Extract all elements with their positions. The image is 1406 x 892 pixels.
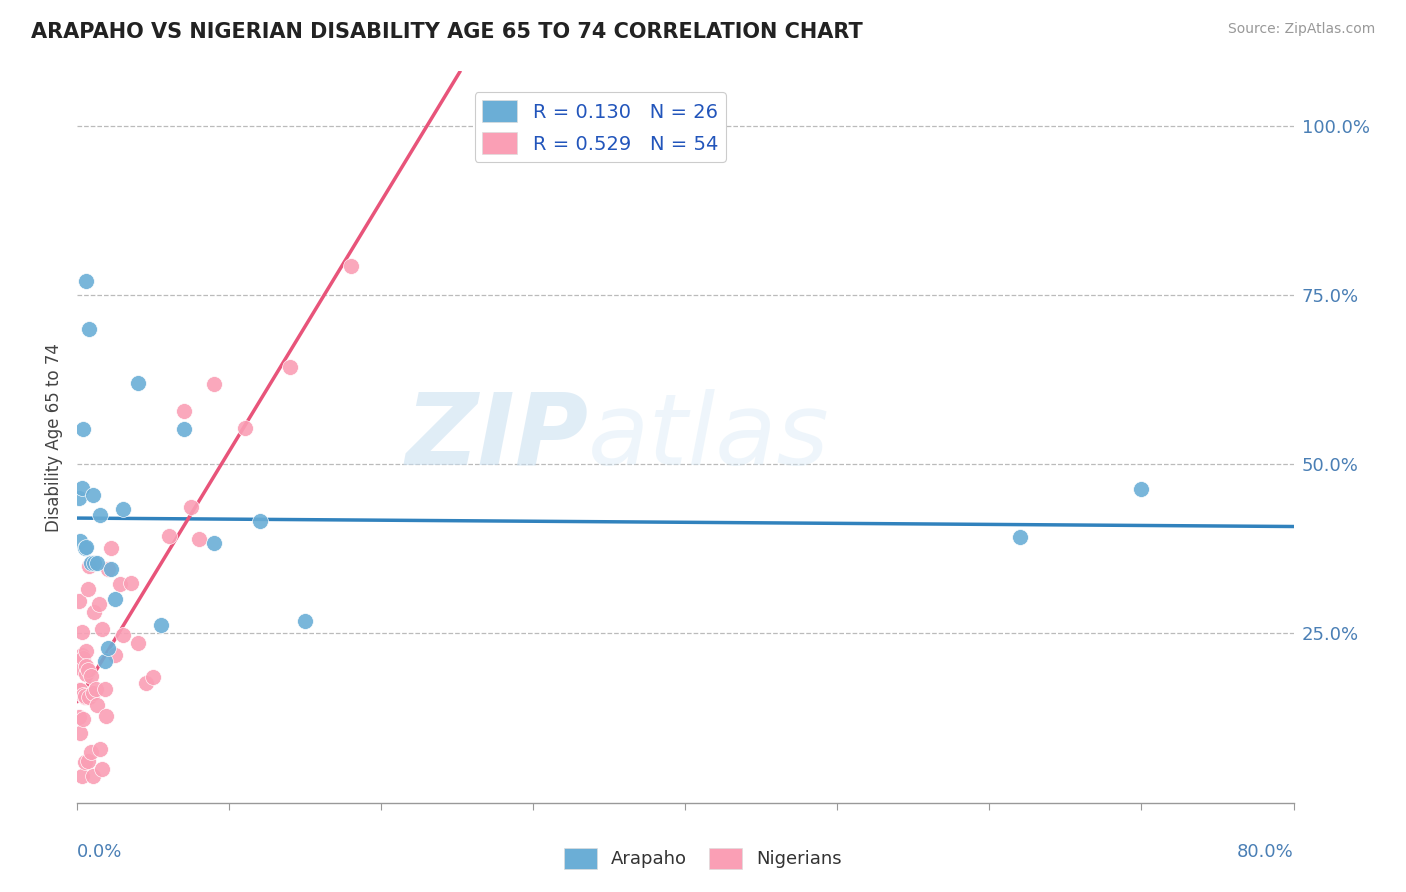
Point — [84, 682, 107, 697]
Point — [108, 577, 131, 591]
Point — [83, 556, 105, 570]
Point — [75, 658, 97, 673]
Point — [96, 709, 118, 723]
Legend: R = 0.130   N = 26, R = 0.529   N = 54: R = 0.130 N = 26, R = 0.529 N = 54 — [475, 92, 725, 162]
Point — [82, 769, 104, 783]
Point — [82, 686, 104, 700]
Point — [82, 488, 104, 502]
Text: ARAPAHO VS NIGERIAN DISABILITY AGE 65 TO 74 CORRELATION CHART: ARAPAHO VS NIGERIAN DISABILITY AGE 65 TO… — [31, 22, 863, 42]
Text: Source: ZipAtlas.com: Source: ZipAtlas.com — [1227, 22, 1375, 37]
Point — [79, 690, 101, 704]
Point — [340, 260, 363, 274]
Point — [70, 625, 93, 640]
Point — [67, 593, 90, 607]
Point — [89, 508, 111, 522]
Point — [120, 576, 142, 591]
Point — [72, 688, 94, 702]
Point — [80, 669, 103, 683]
Point — [73, 541, 96, 555]
Point — [69, 682, 91, 697]
Text: ZIP: ZIP — [405, 389, 588, 485]
Text: 80.0%: 80.0% — [1237, 843, 1294, 861]
Point — [72, 651, 94, 665]
Point — [93, 654, 115, 668]
Point — [75, 667, 97, 681]
Point — [77, 663, 100, 677]
Point — [67, 491, 90, 506]
Point — [1008, 530, 1031, 544]
Point — [104, 592, 127, 607]
Point — [127, 636, 149, 650]
Point — [69, 661, 91, 675]
Point — [73, 755, 96, 769]
Point — [100, 541, 122, 555]
Point — [100, 562, 122, 576]
Point — [97, 562, 120, 576]
Point — [75, 274, 97, 288]
Point — [249, 514, 271, 528]
Y-axis label: Disability Age 65 to 74: Disability Age 65 to 74 — [45, 343, 63, 532]
Point — [73, 689, 96, 703]
Point — [104, 648, 127, 662]
Point — [202, 535, 225, 549]
Point — [157, 528, 180, 542]
Point — [77, 582, 100, 596]
Point — [135, 676, 157, 690]
Point — [69, 534, 91, 549]
Point — [97, 640, 120, 655]
Point — [90, 763, 112, 777]
Point — [142, 670, 165, 684]
Point — [89, 742, 111, 756]
Point — [173, 404, 195, 418]
Text: atlas: atlas — [588, 389, 830, 485]
Point — [72, 712, 94, 726]
Point — [77, 754, 100, 768]
Point — [73, 690, 96, 704]
Point — [70, 769, 93, 783]
Point — [111, 502, 134, 516]
Point — [127, 376, 149, 390]
Point — [233, 421, 256, 435]
Point — [75, 541, 97, 555]
Text: 0.0%: 0.0% — [77, 843, 122, 861]
Point — [67, 710, 90, 724]
Point — [202, 376, 225, 391]
Point — [90, 622, 112, 636]
Point — [87, 597, 110, 611]
Point — [86, 556, 108, 570]
Point — [80, 745, 103, 759]
Point — [67, 683, 90, 698]
Point — [69, 725, 91, 739]
Point — [80, 556, 103, 570]
Legend: Arapaho, Nigerians: Arapaho, Nigerians — [557, 840, 849, 876]
Point — [83, 605, 105, 619]
Point — [69, 682, 91, 697]
Point — [70, 648, 93, 662]
Point — [79, 559, 101, 574]
Point — [294, 614, 316, 628]
Point — [1130, 482, 1153, 496]
Point — [188, 532, 211, 546]
Point — [93, 681, 115, 696]
Point — [75, 643, 97, 657]
Point — [70, 481, 93, 495]
Point — [111, 628, 134, 642]
Point — [278, 359, 301, 374]
Point — [173, 422, 195, 436]
Point — [180, 500, 202, 515]
Point — [79, 322, 101, 336]
Point — [86, 698, 108, 712]
Point — [72, 421, 94, 435]
Point — [149, 617, 172, 632]
